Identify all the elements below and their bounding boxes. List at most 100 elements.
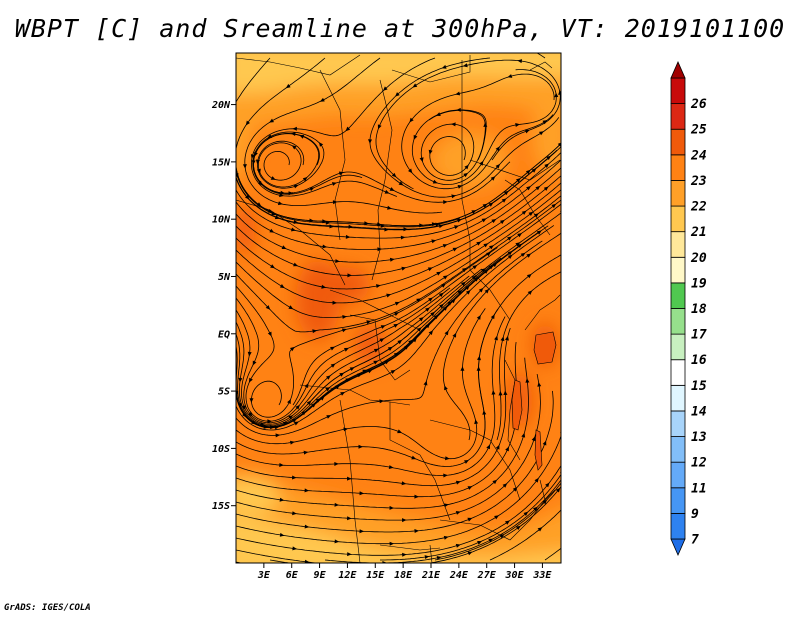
- streamline-arrow: [502, 483, 508, 488]
- streamline-arrow: [274, 425, 280, 430]
- streamline-arrow: [479, 160, 484, 166]
- streamline-arrow: [358, 444, 363, 449]
- streamline-arrow: [454, 225, 459, 230]
- streamline-arrow: [290, 346, 295, 352]
- streamline-arrow: [491, 390, 496, 395]
- streamline-arrow: [554, 92, 559, 98]
- streamline-arrow: [544, 163, 549, 168]
- streamline-arrow: [347, 552, 352, 557]
- streamline-arrow: [482, 410, 487, 415]
- streamline-arrow: [428, 330, 433, 335]
- streamline-arrow: [419, 223, 424, 228]
- streamline-arrow: [527, 290, 533, 295]
- streamline-arrow: [315, 398, 321, 403]
- streamline-arrow: [515, 123, 520, 127]
- streamline-arrow: [464, 460, 469, 464]
- streamline: [489, 509, 561, 561]
- x-tick-label: 18E: [394, 570, 413, 581]
- streamline-arrow: [431, 222, 437, 227]
- streamline-arrow: [299, 134, 305, 139]
- streamline-arrow: [495, 163, 501, 169]
- streamline-arrow: [345, 234, 351, 239]
- streamline: [236, 357, 529, 509]
- streamline-arrow: [304, 524, 310, 529]
- streamline-arrow: [245, 194, 250, 200]
- streamline: [236, 70, 237, 71]
- streamline-arrow: [435, 112, 441, 116]
- y-tick-label: 5S: [218, 387, 230, 398]
- streamline-arrow: [270, 425, 275, 430]
- colorbar-box: [670, 231, 686, 258]
- y-tick-label: EQ: [218, 329, 230, 340]
- streamline-arrow: [380, 223, 386, 228]
- x-tick-label: 12E: [338, 570, 357, 581]
- streamline-arrow: [349, 367, 355, 371]
- border-line: [529, 61, 553, 71]
- streamline-arrow: [340, 392, 346, 396]
- streamline: [236, 486, 561, 563]
- streamline-arrow: [279, 532, 285, 537]
- streamline: [236, 58, 237, 59]
- y-tick-label: 15N: [212, 157, 231, 168]
- streamline-arrow: [477, 355, 481, 361]
- chart-title: WBPT [C] and Sreamline at 300hPa, VT: 20…: [14, 14, 786, 43]
- streamline-arrow: [480, 268, 486, 273]
- streamline: [236, 167, 561, 263]
- streamline-arrow: [362, 369, 368, 374]
- colorbar-label: 17: [691, 328, 707, 343]
- streamline-arrow: [431, 239, 437, 244]
- streamline-arrow: [347, 273, 352, 278]
- streamline: [236, 195, 561, 318]
- streamline-arrow: [521, 432, 526, 438]
- y-tick-label: 5N: [218, 272, 231, 283]
- streamline-arrow: [500, 336, 505, 342]
- streamline-arrow: [525, 378, 530, 383]
- y-axis: 20N 15N 10N 5N EQ 5S 10S 15S: [211, 100, 236, 512]
- colorbar-label: 24: [690, 148, 707, 163]
- streamline-arrow: [288, 415, 294, 420]
- streamline-arrow: [237, 402, 242, 408]
- colorbar-label: 7: [691, 533, 699, 548]
- streamline-arrow: [400, 235, 406, 240]
- streamline-arrow: [483, 122, 488, 127]
- streamline-arrow: [388, 465, 394, 469]
- streamline-arrow: [280, 190, 285, 195]
- streamline-arrow: [398, 181, 404, 186]
- streamline-arrow: [545, 482, 550, 488]
- grads-credit: GrADS: IGES/COLA: [4, 603, 91, 613]
- border-line: [524, 294, 561, 331]
- colorbar-label: 18: [691, 302, 707, 317]
- streamline-arrow: [481, 218, 487, 223]
- streamline-arrow: [360, 565, 365, 569]
- streamline-arrow: [322, 219, 327, 224]
- streamline: [236, 275, 470, 424]
- streamline-arrow: [517, 233, 522, 238]
- streamline-arrow: [503, 390, 508, 395]
- streamline-arrow: [452, 247, 458, 252]
- streamline-arrow: [304, 559, 310, 563]
- colorbar-box: [670, 180, 686, 207]
- streamline-arrow: [498, 390, 503, 396]
- streamline-arrow: [476, 315, 481, 320]
- streamline-arrow: [492, 479, 498, 485]
- x-axis: 3E 6E 9E 12E 15E 18E 21E 24E 27E 30E 33E: [257, 563, 552, 581]
- streamline-arrow: [326, 415, 332, 419]
- streamline-arrow: [391, 172, 397, 178]
- country-borders: [236, 54, 561, 563]
- streamline-arrow: [456, 107, 461, 112]
- streamline-arrow: [467, 551, 473, 556]
- lakes: [511, 331, 557, 471]
- streamline-arrow: [281, 245, 287, 249]
- streamline-arrow: [288, 305, 294, 310]
- streamline-arrow: [488, 202, 494, 207]
- streamline-arrow: [482, 203, 488, 208]
- colorbar-boxes: [670, 61, 686, 556]
- streamline-arrow: [274, 215, 280, 220]
- streamline: [236, 106, 237, 107]
- streamline: [236, 57, 271, 103]
- streamline-arrow: [537, 527, 543, 532]
- streamline-arrow: [505, 446, 509, 452]
- streamline-arrow: [267, 331, 272, 337]
- streamline-arrow: [377, 222, 382, 227]
- border-line: [299, 384, 411, 406]
